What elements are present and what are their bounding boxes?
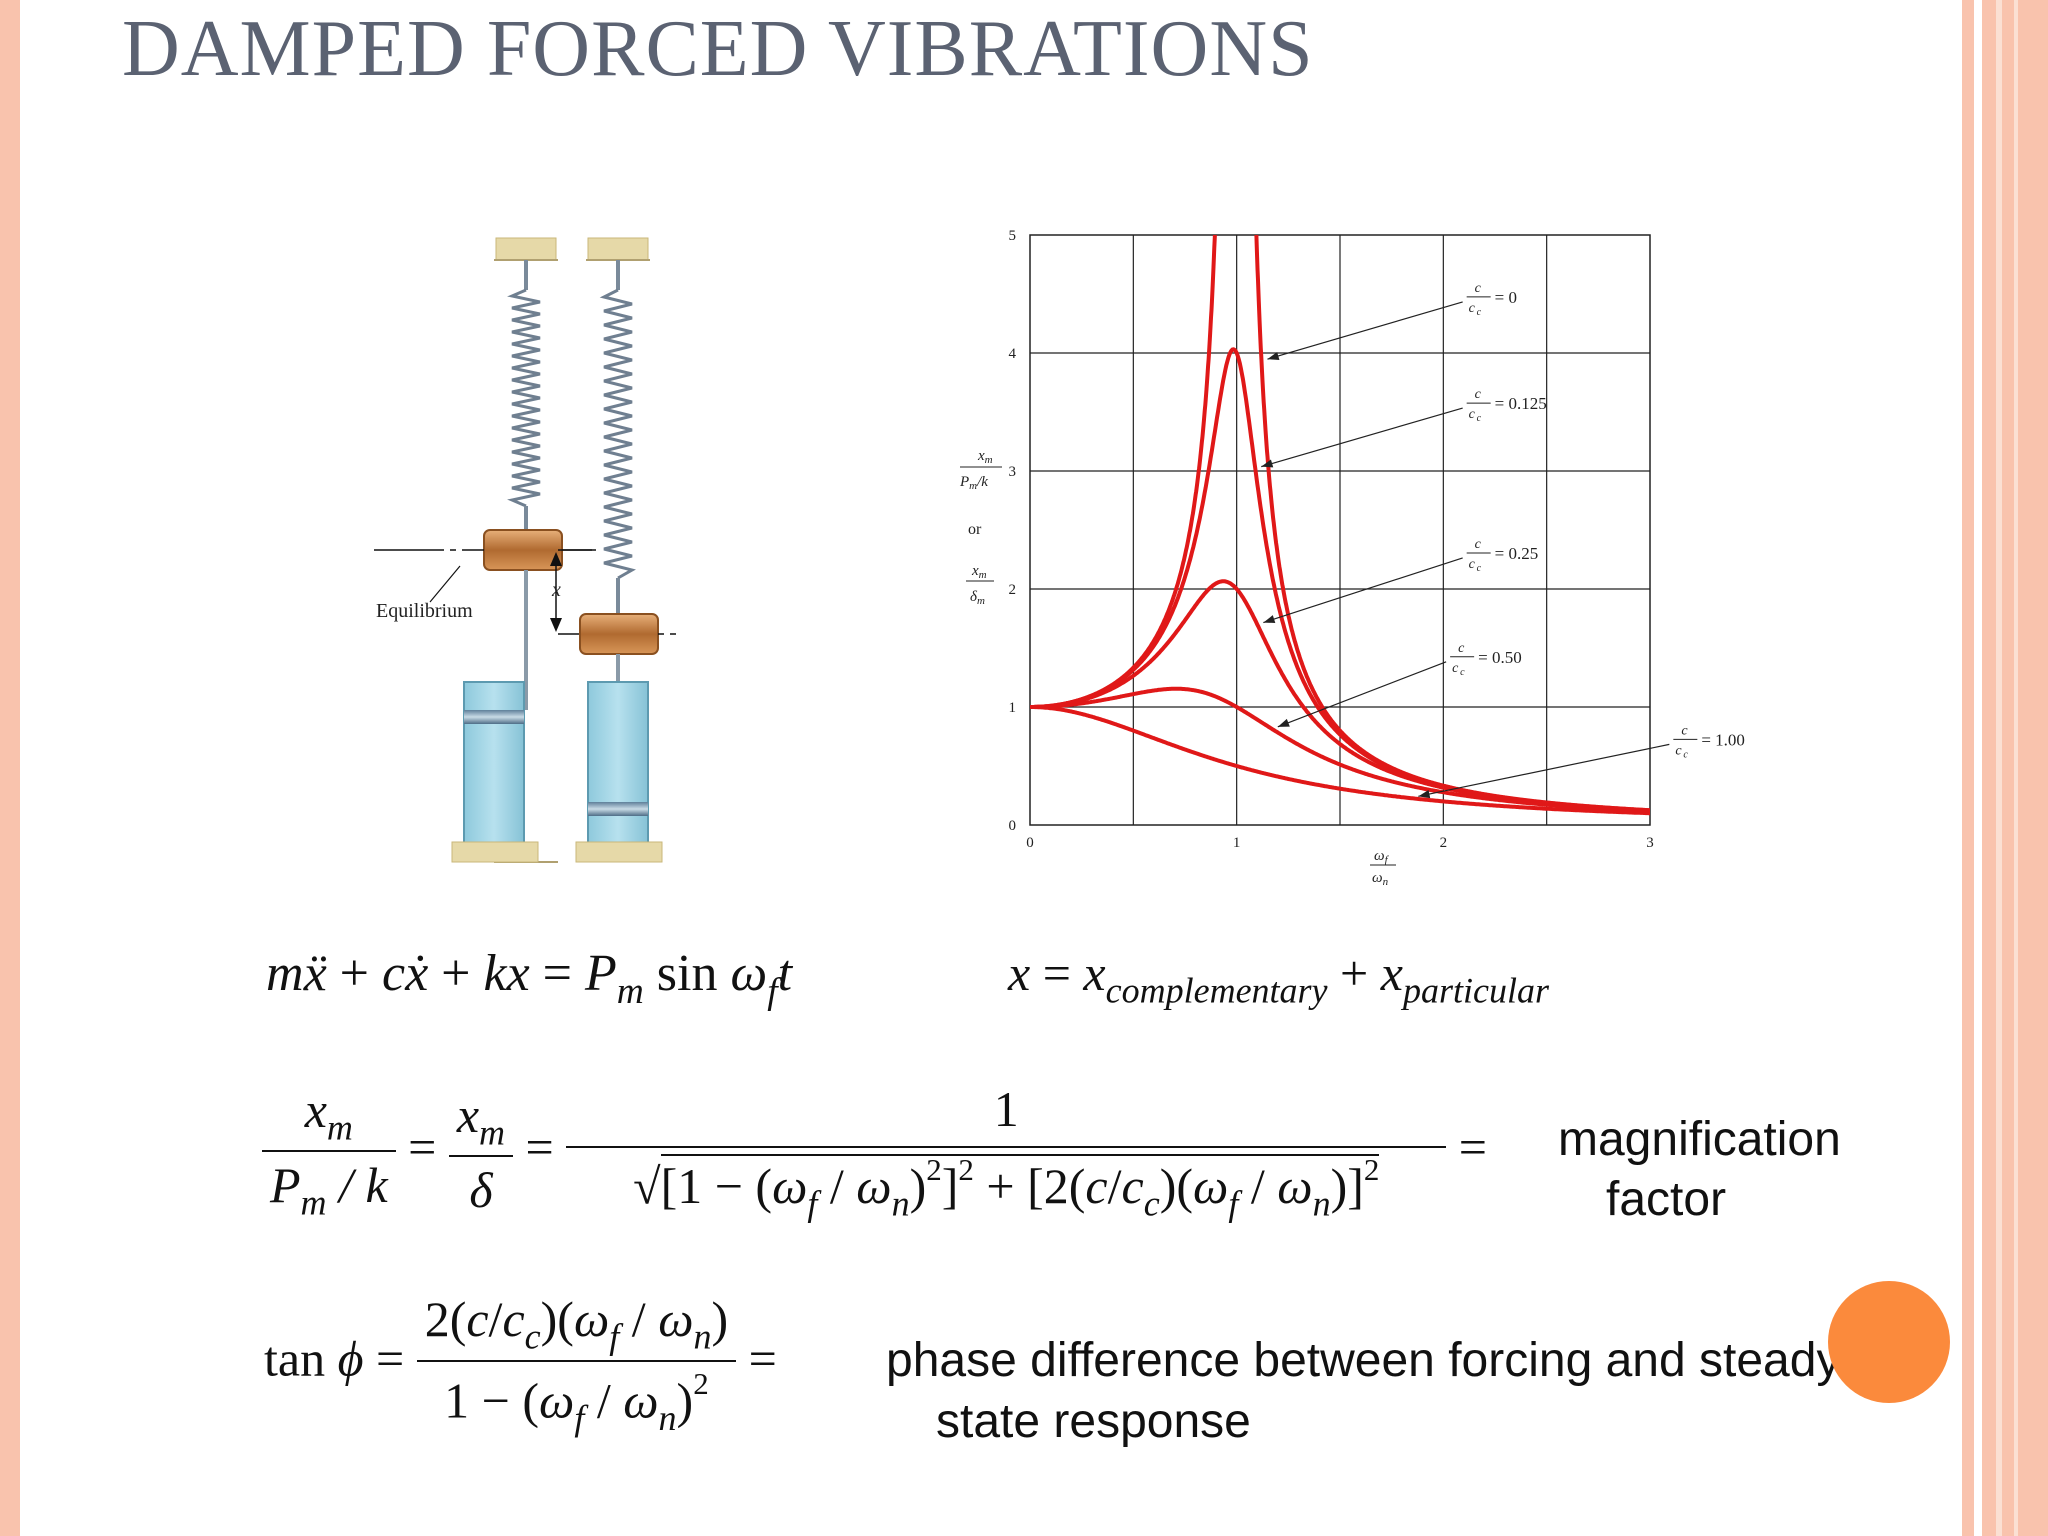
right-accent-stripe-2 — [2014, 0, 2018, 1536]
y-label-pmk: Pm/k — [959, 474, 988, 492]
series-label: cc c = 0.125 — [1466, 387, 1547, 424]
x-displacement-label: x — [551, 579, 561, 601]
curve-ratio-0-5 — [1030, 686, 1650, 814]
damper-piston-right — [588, 802, 648, 816]
series-label-value: = 0.25 — [1495, 544, 1539, 563]
series-label-c: c — [1475, 281, 1482, 296]
right-accent-stripe — [1996, 0, 2002, 1536]
series-label-c: c — [1475, 537, 1482, 552]
series-label-cc-sub: c — [1683, 749, 1688, 760]
spring-damper-figure: Equilibrium x — [374, 237, 678, 863]
series-label-cc-sub: c — [1460, 667, 1465, 678]
series-label-cc: c — [1469, 407, 1476, 422]
annotation-arrowhead — [1277, 718, 1290, 727]
x-tick-label: 2 — [1440, 835, 1448, 851]
phase-angle-equation: tan ϕ = 2(c/cc)(ωf / ωn) 1 − (ωf / ωn)2 … — [264, 1290, 777, 1438]
x-tick-label: 3 — [1646, 835, 1654, 851]
series-label-cc-sub: c — [1477, 413, 1482, 424]
spring-left — [507, 288, 541, 508]
floor-mount-left — [451, 841, 539, 863]
x-label-omega-f: ωf — [1374, 848, 1390, 866]
chart-grid — [1029, 234, 1651, 826]
y-label-xm-1: xm — [977, 448, 993, 466]
phase-difference-label-line2: state response — [936, 1395, 1251, 1448]
damper-cylinder-left — [463, 681, 525, 859]
x-tick-label: 0 — [1026, 835, 1034, 851]
y-axis-label: xm Pm/k or xm δm — [959, 448, 1002, 607]
left-accent-bar — [0, 0, 20, 1536]
ceiling-mount-left — [495, 237, 557, 261]
annotation-arrowhead — [1261, 459, 1274, 468]
y-tick-label: 0 — [1009, 818, 1017, 834]
series-label-cc: c — [1452, 661, 1459, 676]
series-label: cc c = 0 — [1466, 281, 1517, 318]
series-label-c: c — [1458, 641, 1465, 656]
curve-ratio-1 — [1030, 705, 1650, 816]
mass-left — [483, 529, 563, 571]
damper-cylinder-right — [587, 681, 649, 859]
series-label-cc: c — [1469, 557, 1476, 572]
phase-fraction: 2(c/cc)(ωf / ωn) 1 − (ωf / ωn)2 — [416, 1290, 737, 1438]
series-label: cc c = 0.25 — [1466, 537, 1539, 574]
annotation-leader-line — [1263, 557, 1463, 624]
magnification-fraction: 1 √[1 − (ωf / ωn)2]2 + [2(c/cc)(ωf / ωn)… — [566, 1080, 1447, 1225]
series-label-cc-sub: c — [1477, 307, 1482, 318]
chart-ticks: 0 1 2 3 4 5 0 1 2 3 — [1009, 228, 1654, 851]
y-label-delta: δm — [970, 589, 985, 607]
curve-ratio-0 — [1030, 235, 1217, 709]
ceiling-mount-right — [587, 237, 649, 261]
annotation-leader-line — [1418, 743, 1670, 797]
y-tick-label: 1 — [1009, 700, 1017, 716]
series-label-value: = 0.50 — [1478, 648, 1522, 667]
series-label-cc-sub: c — [1477, 563, 1482, 574]
annotation-leader-line — [1277, 661, 1447, 728]
spring-right — [599, 288, 636, 580]
x-axis-label: ωf ωn — [1370, 848, 1396, 888]
y-label-or: or — [968, 521, 982, 538]
damper-piston-left — [464, 710, 524, 724]
ratio-xm-delta: xm δ — [448, 1086, 514, 1220]
series-label-value: = 0 — [1495, 288, 1517, 307]
ratio-xm-pmk: xm Pm / k — [262, 1081, 396, 1224]
y-tick-label: 5 — [1009, 228, 1017, 244]
phase-difference-label-line1: phase difference between forcing and ste… — [886, 1334, 1841, 1387]
series-label: cc c = 0.50 — [1450, 641, 1522, 678]
annotation-arrowhead — [1267, 352, 1280, 360]
factor-label: factor — [1606, 1173, 1727, 1226]
series-label-cc: c — [1675, 743, 1682, 758]
series-label-value: = 0.125 — [1495, 394, 1547, 413]
x-tick-label: 1 — [1233, 835, 1241, 851]
mass-right — [579, 613, 659, 655]
annotation-leader-line — [1267, 301, 1463, 360]
series-label-value: = 1.00 — [1701, 730, 1745, 749]
annotation-arrowhead — [1263, 615, 1276, 624]
annotation-arrowhead — [1418, 790, 1431, 799]
equilibrium-label: Equilibrium — [376, 600, 473, 622]
annotation-leader-line — [1261, 407, 1463, 468]
series-label-cc: c — [1469, 301, 1476, 316]
y-tick-label: 4 — [1009, 346, 1017, 362]
x-label-omega-n: ωn — [1372, 870, 1389, 888]
general-solution-equation: x = xcomplementary + xparticular — [1008, 945, 1549, 1011]
magnification-equation: xm Pm / k = xm δ = 1 √[1 − (ωf / ωn)2]2 … — [262, 1080, 1487, 1225]
equation-of-motion: mẍ + cẋ + kx = Pm sin ωft — [266, 945, 793, 1013]
y-tick-label: 3 — [1009, 464, 1017, 480]
orange-circle-decoration — [1828, 1281, 1950, 1403]
slide-title: DAMPED FORCED VIBRATIONS — [122, 5, 1314, 93]
y-label-xm-2: xm — [971, 563, 987, 581]
series-label-c: c — [1681, 723, 1688, 738]
magnification-label: magnification — [1558, 1113, 1841, 1166]
right-accent-bar — [1962, 0, 1974, 1536]
series-label: cc c = 1.00 — [1673, 723, 1745, 760]
chart-curves — [1030, 235, 1650, 816]
series-label-c: c — [1475, 387, 1482, 402]
y-tick-label: 2 — [1009, 582, 1017, 598]
floor-mount-right — [575, 841, 663, 863]
